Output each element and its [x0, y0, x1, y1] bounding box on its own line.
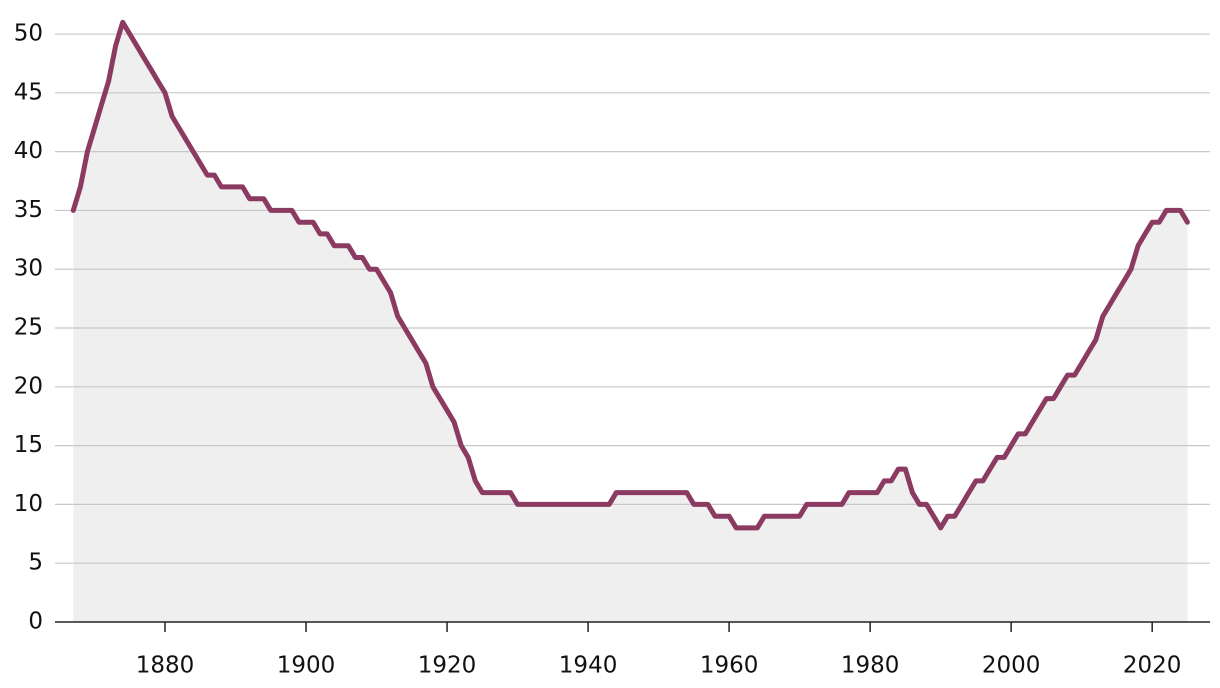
x-tick-label: 1920	[418, 653, 477, 679]
y-tick-label: 15	[14, 432, 43, 458]
y-tick-label: 30	[14, 256, 43, 282]
y-tick-label: 25	[14, 315, 43, 341]
y-tick-label: 10	[14, 491, 43, 517]
line	[70, 19, 1190, 531]
y-tick-label: 35	[14, 197, 43, 223]
y-tick-label: 50	[14, 21, 43, 47]
y-tick-label: 0	[28, 609, 43, 635]
x-tick-label: 2020	[1123, 653, 1182, 679]
y-tick-label: 45	[14, 79, 43, 105]
y-tick-label: 20	[14, 373, 43, 399]
x-tick-label: 1880	[136, 653, 195, 679]
x-tick-label: 2000	[982, 653, 1041, 679]
x-tick-label: 1900	[277, 653, 336, 679]
y-tick-label: 40	[14, 138, 43, 164]
area	[73, 22, 1188, 623]
x-tick-label: 1960	[700, 653, 759, 679]
y-tick-label: 5	[28, 550, 43, 576]
x-tick-label: 1980	[841, 653, 900, 679]
x-tick-label: 1940	[559, 653, 618, 679]
